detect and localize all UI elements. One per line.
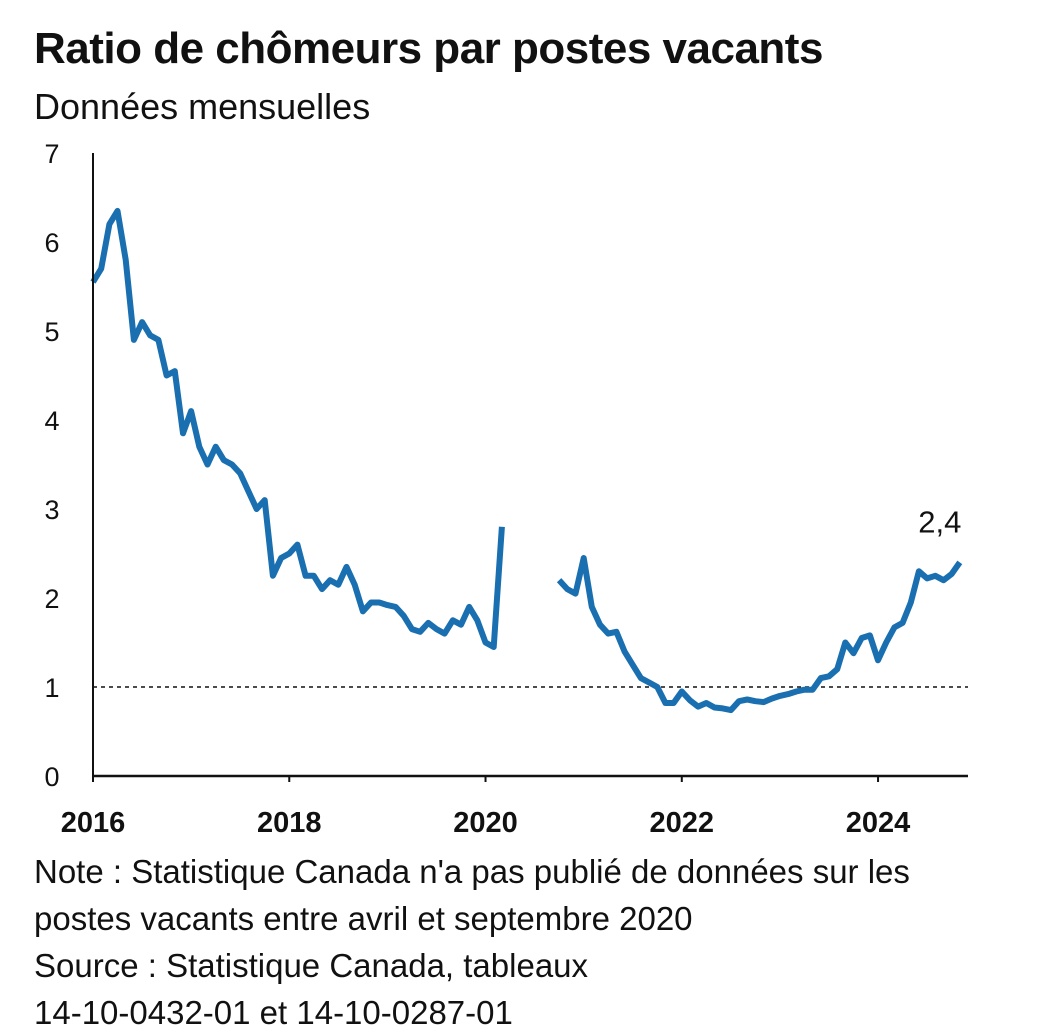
y-tick-label: 2 (44, 584, 59, 614)
x-axis-ticks: 2016 2018 2020 2022 2024 (61, 776, 911, 839)
chart-title: Ratio de chômeurs par postes vacants (34, 24, 823, 73)
y-tick-label: 6 (44, 228, 59, 258)
x-tick-label: 2018 (257, 807, 322, 839)
x-tick-label: 2020 (453, 807, 518, 839)
series-line (90, 207, 505, 650)
x-tick-label: 2016 (61, 807, 126, 839)
series-layer (90, 207, 963, 714)
y-tick-label: 0 (44, 762, 59, 792)
end-value-label: 2,4 (918, 504, 961, 539)
y-tick-label: 7 (44, 139, 59, 169)
series-line (556, 555, 963, 714)
source-line: Source : Statistique Canada, tableaux (34, 947, 589, 984)
x-tick-label: 2024 (846, 807, 911, 839)
y-tick-label: 4 (44, 406, 59, 436)
y-tick-label: 5 (44, 317, 59, 347)
y-tick-label: 3 (44, 495, 59, 525)
note-line: postes vacants entre avril et septembre … (34, 900, 693, 937)
chart-subtitle: Données mensuelles (34, 86, 371, 127)
x-tick-label: 2022 (650, 807, 715, 839)
footnote: Note : Statistique Canada n'a pas publié… (34, 848, 1034, 1036)
source-line: 14-10-0432-01 et 14-10-0287-01 (34, 994, 513, 1031)
y-tick-label: 1 (44, 673, 59, 703)
y-axis-ticks: 0 1 2 3 4 5 6 7 (44, 139, 59, 792)
note-line: Note : Statistique Canada n'a pas publié… (34, 853, 910, 890)
